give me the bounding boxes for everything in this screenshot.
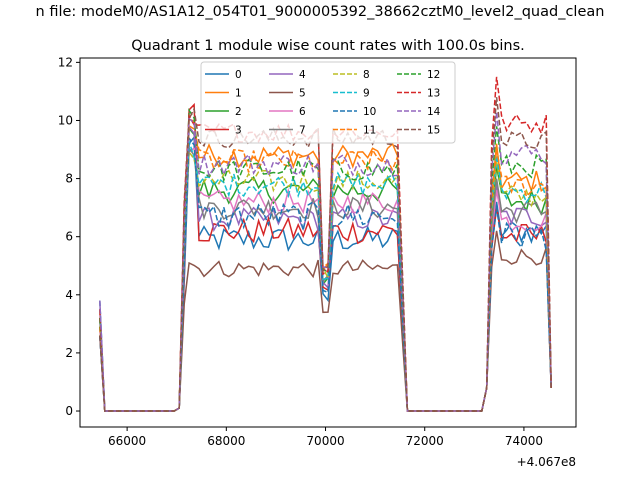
series-line-12 [99,108,552,412]
y-tick-label: 8 [65,172,73,186]
legend-label: 15 [427,125,440,137]
legend-label: 5 [299,88,306,100]
legend-label: 6 [299,106,306,118]
legend-label: 10 [363,106,376,118]
y-tick-label: 4 [65,288,73,302]
x-tick-label: 72000 [406,434,444,448]
x-tick-label: 66000 [108,434,146,448]
x-tick-label: 68000 [207,434,245,448]
legend-label: 12 [427,69,440,81]
legend-label: 1 [235,88,242,100]
x-offset-label: +4.067e8 [517,455,576,469]
x-tick-label: 70000 [306,434,344,448]
series-line-3 [99,102,552,412]
legend-label: 11 [363,125,376,137]
legend-label: 13 [427,88,440,100]
legend-label: 4 [299,69,306,81]
legend-label: 9 [363,88,370,100]
axes-frame [79,57,577,428]
y-tick-label: 6 [65,230,73,244]
y-tick-label: 10 [58,113,73,127]
legend-label: 8 [363,69,370,81]
y-tick-label: 2 [65,346,73,360]
series-line-9 [99,141,552,412]
series-line-11 [99,124,552,412]
legend-label: 7 [299,125,306,137]
legend-box [200,61,456,144]
chart-suptitle: n file: modeM0/AS1A12_054T01_9000005392_… [36,4,605,20]
legend-label: 2 [235,106,242,118]
series-line-15 [99,97,552,412]
series-line-5 [99,230,552,412]
legend-label: 14 [427,106,441,118]
y-tick-label: 0 [65,404,73,418]
y-tick-label: 12 [58,55,73,69]
series-line-1 [99,117,552,412]
series-line-14 [99,111,552,412]
legend-label: 0 [235,69,242,81]
x-tick-label: 74000 [505,434,543,448]
legend-label: 3 [235,125,242,137]
series-line-4 [99,124,552,412]
chart-title: Quadrant 1 module wise count rates with … [131,38,525,54]
series-line-7 [99,146,552,412]
series-layer [99,76,552,412]
